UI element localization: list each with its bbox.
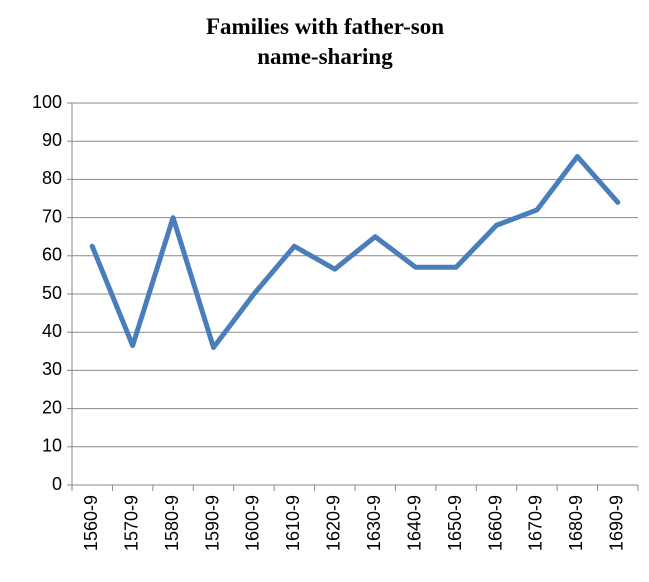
y-tick-label: 0 — [52, 474, 62, 494]
data-line — [89, 153, 621, 350]
y-tick-label: 40 — [42, 321, 62, 341]
x-tick-label: 1580-9 — [162, 495, 182, 551]
y-tick-label: 60 — [42, 245, 62, 265]
y-tick-label: 100 — [32, 92, 62, 112]
y-tick-label: 90 — [42, 130, 62, 150]
x-tick-label: 1570-9 — [121, 495, 141, 551]
y-tick-label: 80 — [42, 168, 62, 188]
y-tick-label: 10 — [42, 436, 62, 456]
x-tick-label: 1650-9 — [445, 495, 465, 551]
y-tick-label: 70 — [42, 206, 62, 226]
x-tick-label: 1620-9 — [324, 495, 344, 551]
x-tick-label: 1690-9 — [607, 495, 627, 551]
x-tick-label: 1610-9 — [283, 495, 303, 551]
x-tick-label: 1590-9 — [202, 495, 222, 551]
y-tick-label: 30 — [42, 359, 62, 379]
x-tick-label: 1640-9 — [404, 495, 424, 551]
x-tick-label: 1660-9 — [485, 495, 505, 551]
y-tick-label: 20 — [42, 397, 62, 417]
x-tick-label: 1670-9 — [526, 495, 546, 551]
chart-title: Families with father-son name-sharing — [205, 14, 445, 69]
y-tick-label: 50 — [42, 283, 62, 303]
x-tick-label: 1680-9 — [566, 495, 586, 551]
x-tick-label: 1600-9 — [243, 495, 263, 551]
x-tick-label: 1560-9 — [81, 495, 101, 551]
x-tick-label: 1630-9 — [364, 495, 384, 551]
